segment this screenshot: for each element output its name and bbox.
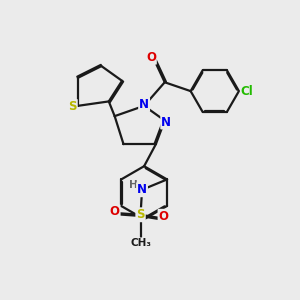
Text: S: S: [68, 100, 77, 113]
Text: S: S: [136, 208, 145, 221]
Text: H: H: [129, 180, 138, 190]
Text: O: O: [146, 51, 156, 64]
Text: N: N: [161, 116, 171, 128]
Text: CH₃: CH₃: [130, 238, 151, 248]
Text: O: O: [158, 210, 169, 223]
Text: O: O: [110, 205, 120, 218]
Text: N: N: [137, 183, 147, 196]
Text: Cl: Cl: [241, 85, 253, 98]
Text: N: N: [139, 98, 149, 111]
